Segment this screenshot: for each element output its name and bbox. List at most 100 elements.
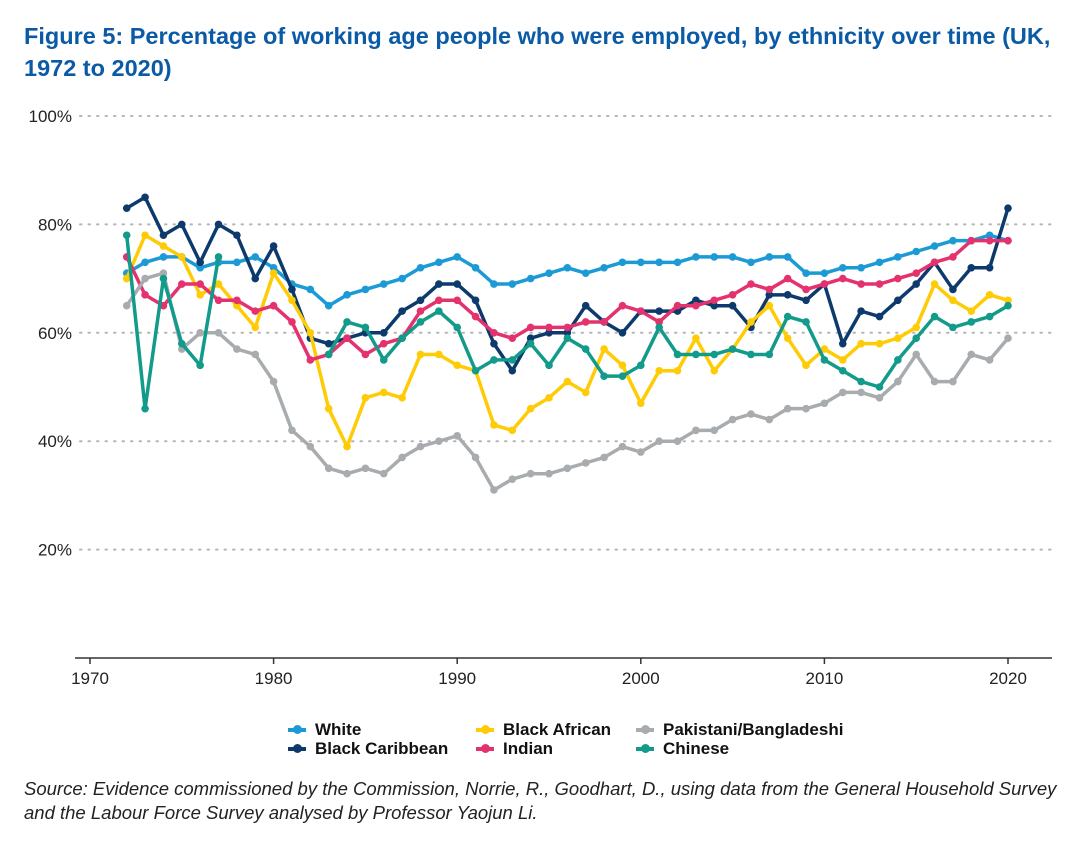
data-point-chinese	[692, 350, 700, 359]
data-point-black-african	[306, 329, 315, 337]
source-note: Source: Evidence commissioned by the Com…	[24, 778, 1057, 823]
data-point-white	[949, 236, 957, 245]
data-point-black-caribbean	[178, 220, 186, 229]
data-point-chinese	[967, 318, 976, 326]
data-point-white	[637, 258, 645, 267]
data-point-black-african	[196, 291, 204, 299]
x-tick-label: 1970	[71, 669, 109, 688]
data-point-white	[453, 253, 462, 261]
legend-swatch	[476, 724, 494, 734]
data-point-black-african	[233, 301, 241, 310]
data-point-black-african	[894, 334, 902, 343]
data-point-pakistani-bangladeshi	[526, 469, 535, 478]
data-point-pakistani-bangladeshi	[728, 415, 737, 424]
data-point-pakistani-bangladeshi	[288, 426, 296, 435]
data-point-pakistani-bangladeshi	[930, 377, 939, 386]
data-point-chinese	[196, 361, 204, 370]
data-point-chinese	[765, 350, 774, 359]
data-point-indian	[416, 307, 425, 315]
data-point-black-caribbean	[545, 329, 553, 337]
data-point-black-african	[288, 296, 296, 305]
legend-item: Pakistani/Bangladeshi	[636, 720, 876, 739]
data-point-chinese	[471, 366, 480, 375]
data-point-pakistani-bangladeshi	[783, 404, 792, 413]
data-point-white	[343, 291, 351, 299]
data-point-pakistani-bangladeshi	[802, 404, 810, 413]
data-point-black-african	[563, 377, 572, 386]
data-point-chinese	[875, 383, 884, 391]
data-point-black-caribbean	[618, 329, 627, 337]
data-point-black-african	[600, 345, 608, 353]
data-point-pakistani-bangladeshi	[416, 442, 425, 451]
data-point-pakistani-bangladeshi	[875, 394, 884, 402]
data-point-pakistani-bangladeshi	[545, 469, 553, 478]
data-point-white	[196, 263, 204, 272]
data-point-pakistani-bangladeshi	[673, 437, 682, 446]
data-point-white	[875, 258, 884, 267]
data-point-black-african	[710, 366, 719, 375]
data-point-white	[985, 231, 994, 240]
data-point-chinese	[985, 312, 994, 321]
data-point-white	[912, 247, 920, 256]
data-point-black-caribbean	[416, 296, 425, 305]
data-point-indian	[637, 307, 645, 315]
data-point-chinese	[178, 339, 186, 348]
y-tick-label: 80%	[38, 215, 72, 234]
data-point-black-caribbean	[912, 280, 920, 288]
data-point-indian	[379, 339, 388, 348]
data-point-black-caribbean	[196, 258, 204, 267]
data-point-pakistani-bangladeshi	[637, 448, 645, 456]
data-point-white	[233, 258, 241, 267]
data-point-black-caribbean	[710, 301, 719, 310]
data-point-black-african	[490, 421, 498, 429]
data-point-indian	[912, 269, 920, 277]
data-point-pakistani-bangladeshi	[692, 426, 700, 435]
data-point-indian	[343, 334, 351, 343]
data-point-indian	[361, 350, 370, 359]
data-point-black-african	[747, 318, 755, 326]
data-point-indian	[178, 280, 186, 288]
data-point-white	[361, 285, 370, 294]
data-point-pakistani-bangladeshi	[324, 464, 333, 473]
data-point-black-african	[637, 399, 645, 408]
data-point-white	[435, 258, 443, 267]
data-point-black-african	[912, 323, 920, 332]
data-point-black-african	[930, 280, 939, 288]
legend-item: Indian	[476, 739, 636, 758]
data-point-white	[838, 263, 847, 272]
data-point-chinese	[894, 356, 902, 364]
data-point-black-african	[545, 394, 553, 402]
data-point-black-caribbean	[967, 263, 976, 272]
data-point-chinese	[214, 253, 223, 261]
legend-label: Black Caribbean	[315, 738, 449, 758]
data-point-white	[398, 274, 406, 283]
data-point-pakistani-bangladeshi	[655, 437, 663, 446]
data-point-pakistani-bangladeshi	[949, 377, 957, 386]
data-point-indian	[214, 296, 223, 305]
data-point-pakistani-bangladeshi	[306, 442, 315, 451]
data-point-indian	[930, 258, 939, 267]
data-point-indian	[783, 274, 792, 283]
legend-item: Chinese	[636, 739, 876, 758]
data-point-indian	[838, 274, 847, 283]
data-point-chinese	[545, 361, 553, 370]
data-point-chinese	[343, 318, 351, 326]
data-point-indian	[141, 291, 149, 299]
data-point-chinese	[637, 361, 645, 370]
data-point-chinese	[435, 307, 443, 315]
data-point-white	[765, 253, 774, 261]
legend-swatch	[288, 743, 306, 753]
data-point-chinese	[802, 318, 810, 326]
data-point-white	[783, 253, 792, 261]
data-point-chinese	[783, 312, 792, 321]
data-point-chinese	[453, 323, 462, 332]
data-point-pakistani-bangladeshi	[471, 453, 480, 462]
data-point-chinese	[600, 372, 608, 380]
data-point-indian	[894, 274, 902, 283]
data-point-black-caribbean	[581, 301, 590, 310]
legend-swatch	[476, 743, 494, 753]
legend-label: Indian	[503, 738, 554, 758]
data-point-chinese	[673, 350, 682, 359]
data-point-black-african	[949, 296, 957, 305]
data-point-black-african	[581, 388, 590, 397]
